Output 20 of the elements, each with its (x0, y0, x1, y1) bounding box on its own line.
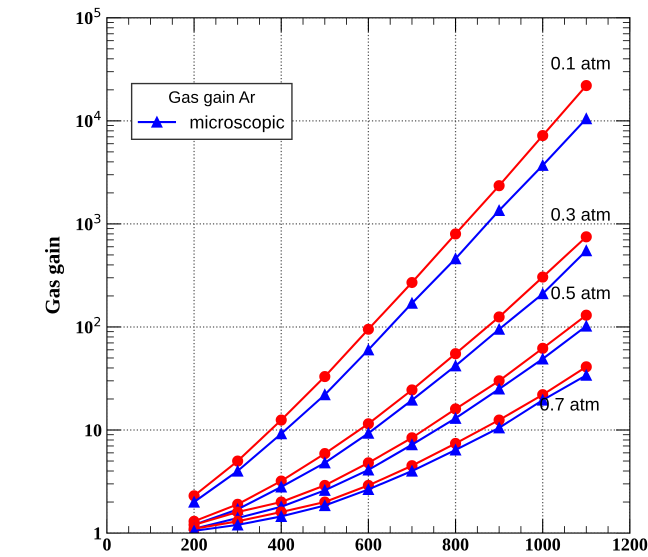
y-tick-label: 10 (85, 424, 102, 436)
x-tick-label: 600 (355, 538, 382, 551)
legend-title: Gas gain Ar (169, 90, 256, 106)
annotation: 0.1 atm (551, 56, 610, 70)
annotation: 0.5 atm (551, 286, 610, 300)
y-tick-label: 10$^{4}$ (76, 110, 101, 128)
legend-label: microscopic (190, 115, 284, 132)
y-axis-title: Gas gain (44, 236, 64, 314)
x-tick-label: 800 (442, 538, 468, 551)
x-tick-label: 400 (268, 538, 294, 551)
x-tick-label: 0 (103, 538, 111, 551)
x-tick-label: 200 (181, 538, 207, 551)
x-tick-label: 1000 (526, 538, 560, 551)
annotation: 0.3 atm (551, 208, 610, 221)
annotation: 0.7 atm (540, 398, 599, 411)
x-tick-label: 1200 (613, 538, 648, 551)
y-tick-label: 10$^{2}$ (76, 316, 100, 334)
y-tick-label: 1 (94, 527, 102, 540)
y-tick-label: 10$^{3}$ (76, 214, 100, 230)
y-tick-label: 10$^{5}$ (76, 8, 100, 24)
